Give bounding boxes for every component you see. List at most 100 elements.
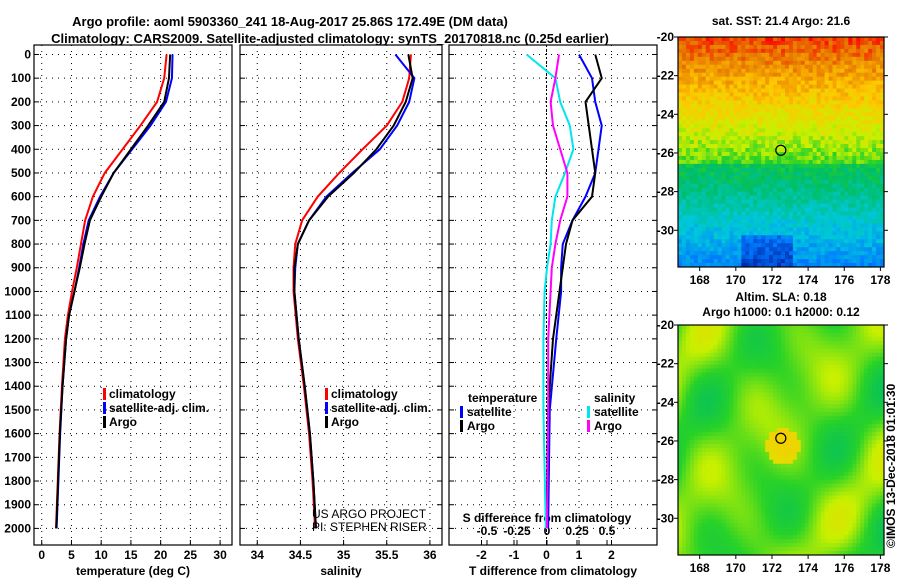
map-cell: [784, 325, 790, 330]
map-cell: [733, 96, 738, 101]
map-cell: [852, 68, 857, 74]
map-cell: [820, 247, 826, 252]
map-cell: [745, 388, 750, 393]
map-cell: [784, 340, 790, 346]
map-cell: [737, 44, 742, 50]
map-cell: [777, 384, 782, 389]
map-cell: [745, 239, 750, 244]
map-cell: [709, 380, 715, 385]
map-cell: [800, 243, 806, 248]
map-cell: [844, 408, 849, 413]
map-cell: [678, 167, 683, 173]
map-cell: [737, 447, 742, 453]
map-cell: [796, 372, 802, 378]
map-cell: [868, 247, 873, 252]
map-cell: [705, 447, 711, 453]
map-cell: [721, 92, 727, 97]
map-cell: [832, 223, 837, 228]
map-cell: [836, 251, 841, 256]
map-cell: [781, 64, 786, 70]
map-cell: [860, 76, 865, 82]
map-cell: [769, 48, 774, 54]
map-cell: [753, 108, 758, 113]
map-cell: [681, 155, 687, 161]
map-cell: [745, 44, 750, 50]
map-cell: [773, 231, 778, 236]
map-cell: [796, 140, 802, 145]
map-cell: [721, 328, 727, 334]
map-cell: [721, 392, 727, 397]
map-cell: [701, 64, 707, 70]
map-cell: [693, 372, 699, 378]
map-cell: [753, 104, 758, 109]
y-tick-label: 1000: [4, 284, 31, 298]
map-cell: [733, 199, 738, 205]
map-cell: [725, 372, 730, 378]
map-cell: [753, 384, 758, 389]
map-cell: [709, 215, 715, 220]
map-cell: [808, 219, 814, 224]
map-cell: [725, 352, 730, 358]
map-cell: [832, 325, 837, 330]
map-cell: [852, 255, 857, 260]
map-cell: [765, 215, 770, 220]
map-cell: [788, 443, 794, 449]
map-cell: [800, 116, 806, 121]
map-cell: [880, 436, 885, 441]
map-cell: [800, 195, 806, 201]
map-cell: [693, 183, 699, 189]
map-cell: [678, 140, 683, 145]
map-cell: [721, 183, 727, 189]
map-cell: [761, 175, 766, 181]
map-cell: [852, 116, 857, 121]
map-cell: [729, 195, 734, 201]
map-cell: [745, 159, 750, 165]
map-cell: [749, 96, 754, 101]
map-cell: [844, 191, 849, 197]
map-cell: [836, 255, 841, 260]
map-cell: [808, 136, 814, 141]
map-cell: [749, 195, 754, 201]
map-cell: [788, 203, 794, 209]
map-cell: [864, 92, 869, 97]
map-cell: [729, 64, 734, 70]
map-cell: [852, 428, 857, 433]
map-cell: [745, 191, 750, 197]
map-cell: [737, 404, 742, 409]
map-cell: [741, 52, 746, 58]
map-cell: [832, 144, 837, 149]
map-cell: [713, 447, 719, 453]
map-cell: [697, 37, 703, 42]
map-cell: [872, 120, 877, 125]
map-cell: [820, 64, 826, 70]
map-cell: [784, 37, 790, 42]
map-cell: [796, 364, 802, 370]
x2-tick-label: 0.5: [599, 524, 616, 538]
map-cell: [788, 120, 794, 125]
map-cell: [721, 447, 727, 453]
map-cell: [729, 443, 734, 449]
map-cell: [749, 128, 754, 133]
map-cell: [678, 332, 683, 338]
map-cell: [816, 416, 822, 421]
map-cell: [880, 348, 885, 354]
map-cell: [761, 372, 766, 378]
map-cell: [765, 235, 770, 240]
map-cell: [693, 72, 699, 78]
map-cell: [804, 428, 810, 433]
map-cell: [796, 211, 802, 216]
map-cell: [757, 187, 762, 193]
map-cell: [816, 96, 822, 101]
y-tick-label: -24: [657, 107, 675, 121]
map-cell: [796, 235, 802, 240]
map-cell: [721, 211, 727, 216]
map-cell: [812, 243, 818, 248]
map-cell: [800, 211, 806, 216]
map-cell: [781, 84, 786, 90]
x-axis-label: T difference from climatology: [469, 564, 637, 578]
map-cell: [788, 175, 794, 181]
map-cell: [713, 219, 719, 224]
map-cell: [745, 155, 750, 161]
map-cell: [832, 40, 837, 46]
map-cell: [745, 48, 750, 54]
